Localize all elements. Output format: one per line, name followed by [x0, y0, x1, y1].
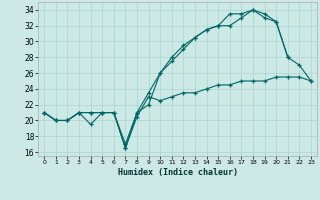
X-axis label: Humidex (Indice chaleur): Humidex (Indice chaleur): [118, 168, 238, 177]
